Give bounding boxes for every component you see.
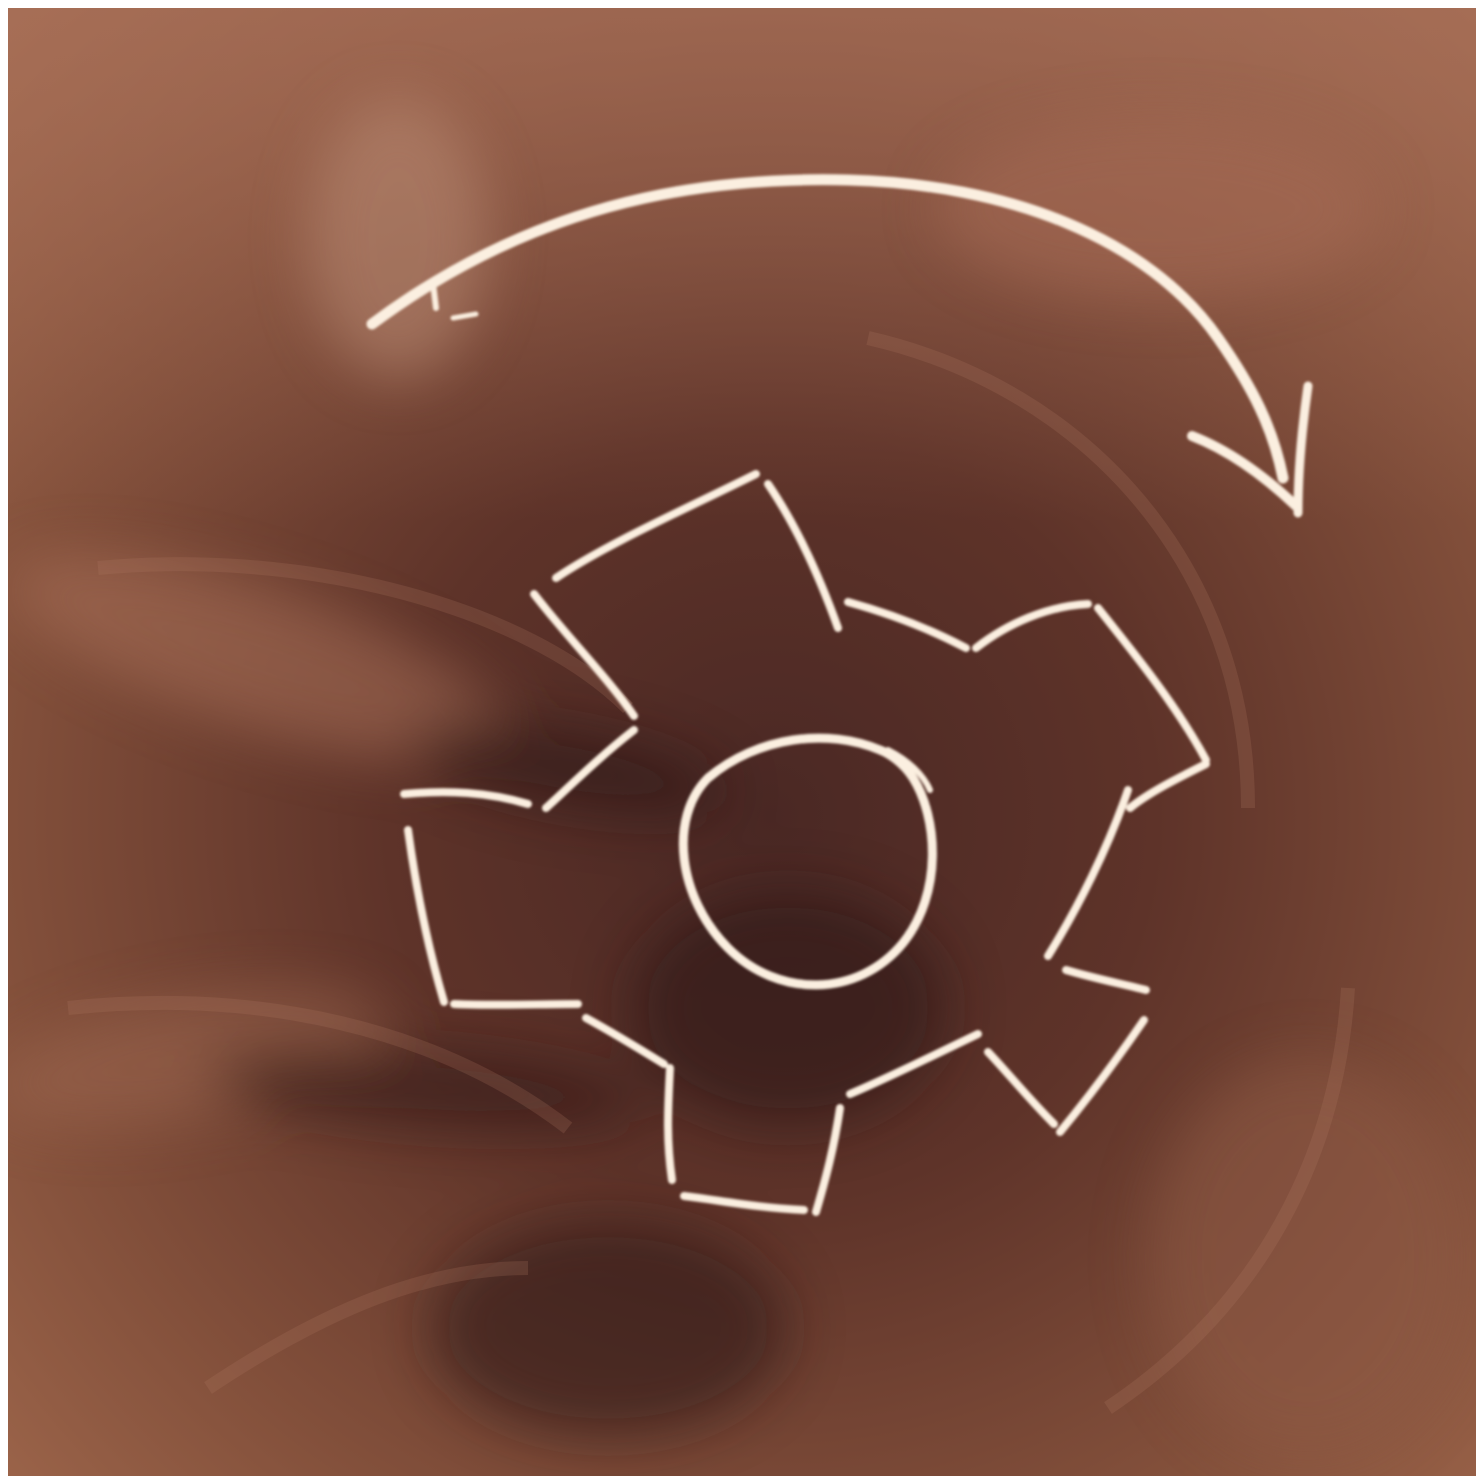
chalkboard-drawing (8, 8, 1476, 1476)
gear-icon (400, 470, 1210, 1216)
eraser-smudges (8, 98, 1468, 1458)
chalkboard-photo (8, 8, 1476, 1476)
gear-hole-icon (678, 733, 937, 990)
curved-arrow-icon (366, 174, 1313, 518)
swirl-marks (67, 331, 1355, 1414)
